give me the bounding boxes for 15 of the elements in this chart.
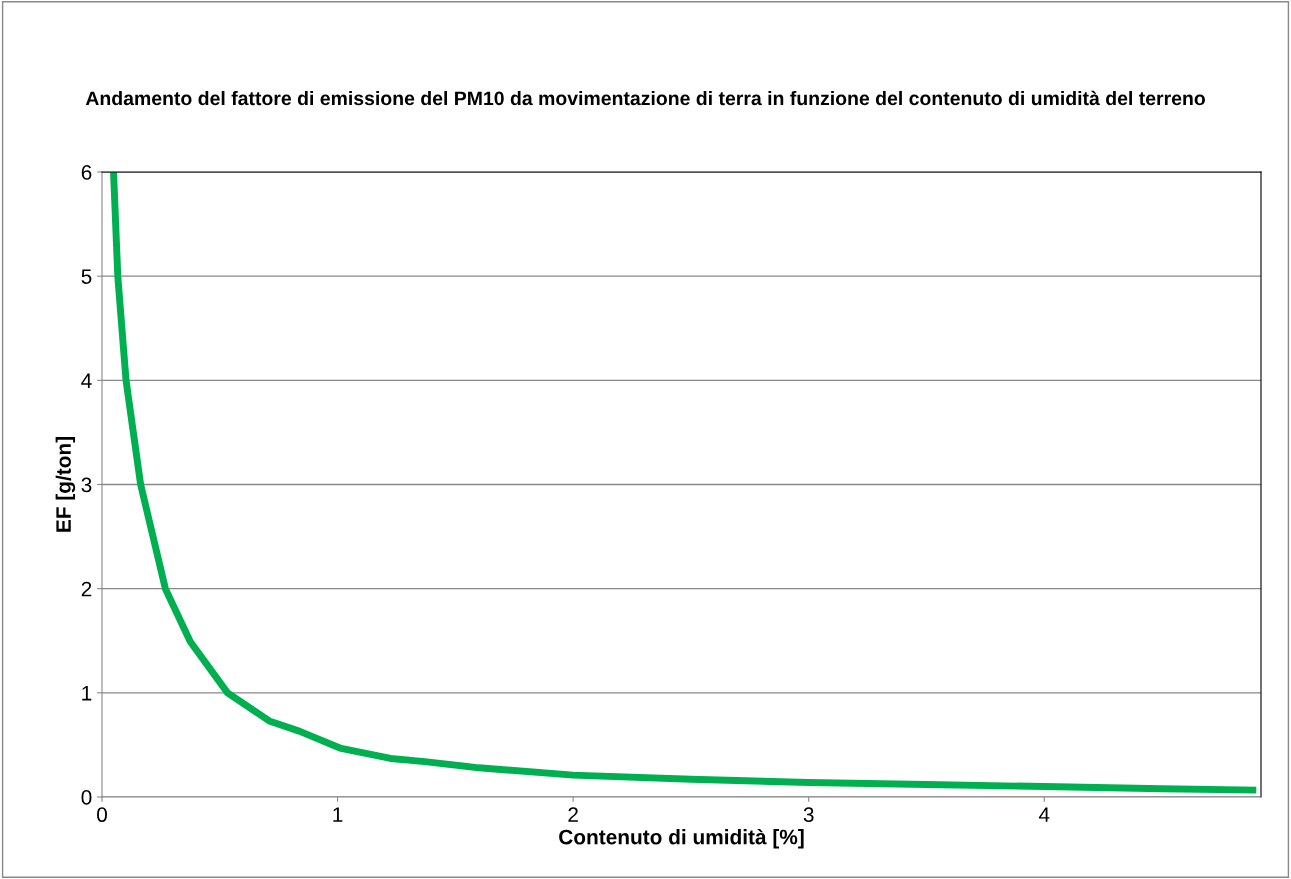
x-tick-label: 0 (97, 807, 107, 823)
x-axis-title: Contenuto di umidità [%] (559, 828, 804, 849)
y-tick-label: 2 (81, 581, 92, 597)
x-tick-label: 3 (803, 807, 814, 823)
y-tick-label: 0 (81, 790, 92, 805)
chart-title: Andamento del fattore di emissione del PM10 da movimentazione di terra in funzione del contenuto di umidità del terreno (85, 90, 1205, 106)
x-tick-label: 2 (568, 807, 578, 822)
y-tick-label: 5 (81, 269, 92, 284)
x-tick-label: 1 (333, 807, 343, 822)
y-tick-label: 1 (82, 686, 92, 701)
x-tick-label: 4 (1038, 807, 1050, 822)
y-tick-label: 6 (81, 165, 92, 180)
y-tick-label: 4 (81, 373, 92, 388)
y-tick-label: 3 (81, 477, 92, 493)
y-axis-title: EF [g/ton] (55, 437, 76, 532)
